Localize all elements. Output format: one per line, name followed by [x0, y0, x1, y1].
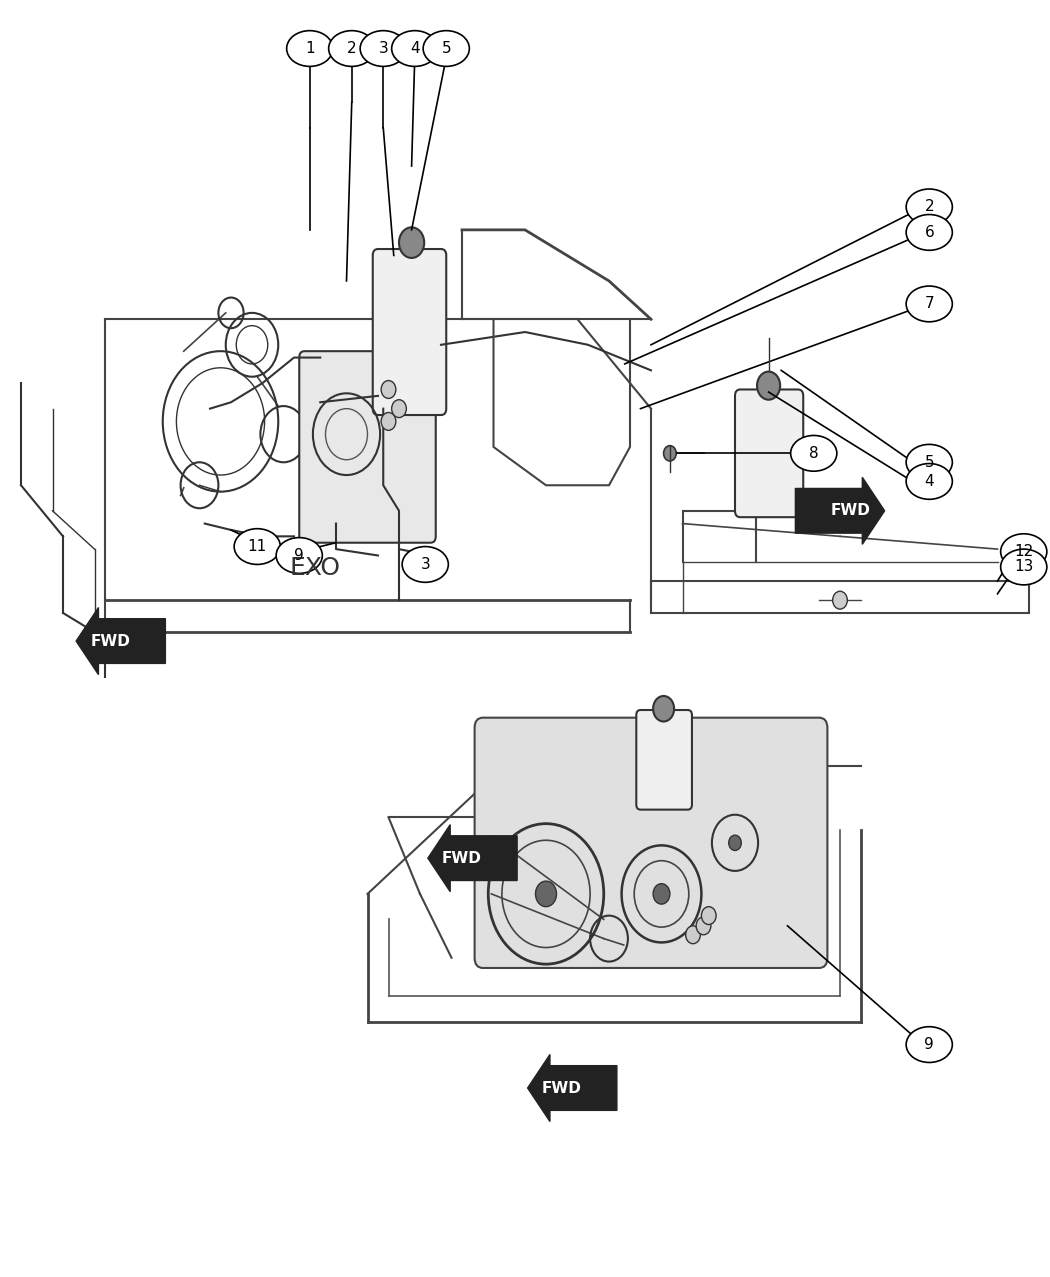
Text: 1: 1 [304, 41, 315, 56]
Circle shape [392, 400, 406, 418]
Text: 12: 12 [1014, 544, 1033, 559]
Text: FWD: FWD [831, 503, 870, 518]
Circle shape [696, 917, 711, 935]
Circle shape [701, 907, 716, 925]
Text: 4: 4 [924, 474, 934, 489]
Ellipse shape [287, 31, 333, 66]
FancyBboxPatch shape [373, 249, 446, 415]
Text: FWD: FWD [442, 850, 482, 866]
Ellipse shape [329, 31, 375, 66]
Text: 11: 11 [248, 539, 267, 554]
Ellipse shape [906, 464, 952, 499]
FancyBboxPatch shape [735, 389, 803, 517]
Text: 9: 9 [924, 1037, 934, 1052]
Text: 3: 3 [420, 557, 430, 572]
Circle shape [381, 412, 396, 430]
Ellipse shape [1001, 534, 1047, 570]
Text: 13: 13 [1014, 559, 1033, 575]
Ellipse shape [392, 31, 438, 66]
Circle shape [729, 835, 741, 850]
Circle shape [653, 884, 670, 904]
Ellipse shape [906, 1027, 952, 1062]
Ellipse shape [906, 444, 952, 480]
Ellipse shape [906, 286, 952, 322]
Text: 2: 2 [924, 199, 934, 215]
Polygon shape [428, 825, 517, 891]
Circle shape [757, 372, 780, 400]
Text: EXO: EXO [290, 557, 340, 580]
Ellipse shape [234, 529, 280, 564]
Ellipse shape [1001, 549, 1047, 585]
Circle shape [399, 227, 424, 258]
Ellipse shape [360, 31, 406, 66]
Circle shape [653, 696, 674, 722]
Polygon shape [528, 1055, 617, 1121]
Text: 4: 4 [410, 41, 420, 56]
Ellipse shape [791, 435, 837, 471]
Text: 2: 2 [346, 41, 357, 56]
Text: 8: 8 [808, 446, 819, 461]
Text: 9: 9 [294, 548, 304, 563]
Text: 3: 3 [378, 41, 388, 56]
Ellipse shape [906, 189, 952, 225]
Text: 6: 6 [924, 225, 934, 240]
Ellipse shape [276, 538, 322, 573]
Circle shape [664, 446, 676, 461]
Text: 5: 5 [924, 455, 934, 470]
Text: 5: 5 [441, 41, 452, 56]
Ellipse shape [402, 547, 448, 582]
FancyBboxPatch shape [475, 718, 827, 968]
Circle shape [381, 381, 396, 398]
Circle shape [686, 926, 700, 944]
Text: FWD: FWD [542, 1080, 582, 1096]
Text: 7: 7 [924, 296, 934, 312]
FancyBboxPatch shape [299, 351, 436, 543]
Text: FWD: FWD [90, 633, 130, 649]
FancyBboxPatch shape [636, 710, 692, 810]
Circle shape [536, 881, 556, 907]
Ellipse shape [423, 31, 469, 66]
Polygon shape [77, 608, 166, 674]
Ellipse shape [906, 215, 952, 250]
Circle shape [833, 591, 847, 609]
Polygon shape [796, 478, 884, 544]
